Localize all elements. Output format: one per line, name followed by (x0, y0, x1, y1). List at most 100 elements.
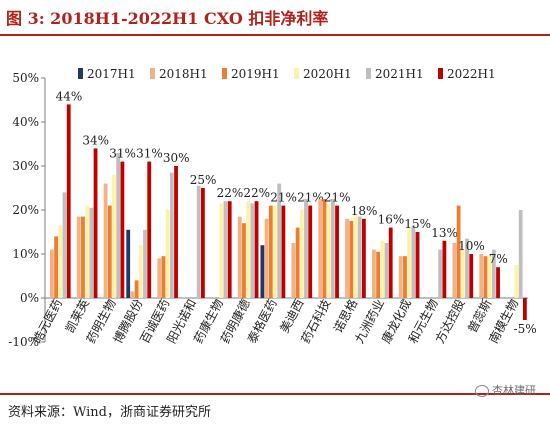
bar (143, 229, 147, 298)
bar (174, 166, 178, 298)
bar (384, 243, 389, 298)
bar (403, 256, 407, 298)
bar (130, 291, 135, 298)
bar (223, 201, 228, 298)
bar (487, 256, 492, 298)
bar (58, 225, 63, 298)
data-label: 21% (324, 191, 351, 205)
bar (264, 218, 269, 298)
bar (227, 201, 232, 298)
watermark: 杏林建研 (475, 382, 536, 398)
bar-chart: -10% 0% 10% 20% 30% 40% 50% 2017H1 2018H1 2019H1 2… (8, 67, 537, 349)
data-label: 10% (458, 239, 485, 253)
bar (304, 199, 308, 298)
bar (138, 245, 143, 298)
bar (388, 227, 393, 298)
bar (308, 205, 313, 298)
legend-label: 2018H1 (159, 67, 208, 81)
legend-swatch (150, 68, 155, 79)
data-label: 18% (351, 204, 378, 218)
data-label: 25% (190, 173, 217, 187)
bar (254, 201, 259, 298)
bar (415, 232, 420, 298)
bar (196, 185, 201, 298)
bar (103, 183, 108, 298)
bar (335, 205, 339, 298)
bar (273, 205, 277, 298)
bar (237, 216, 242, 298)
wechat-icon (475, 385, 489, 397)
data-label: 21% (270, 191, 297, 205)
bar (398, 256, 403, 298)
bar (85, 205, 90, 298)
bar (438, 249, 443, 298)
legend-label: 2021H1 (375, 67, 424, 81)
y-tick-label: 40% (12, 115, 39, 129)
data-label: 22% (217, 186, 244, 200)
bar (116, 152, 121, 298)
data-label: 44% (56, 89, 83, 103)
bar (62, 192, 67, 298)
bar (345, 218, 349, 298)
bar (460, 249, 465, 298)
bar (357, 216, 362, 298)
data-label: 7% (489, 252, 508, 266)
bar (299, 210, 304, 298)
source-note: 资料来源：Wind，浙商证券研究所 (8, 405, 211, 420)
legend-label: 2019H1 (231, 67, 280, 81)
data-label: 15% (404, 217, 431, 231)
bar (353, 214, 358, 298)
bar (54, 236, 59, 298)
bar (496, 267, 500, 298)
y-tick-label: 50% (12, 71, 39, 85)
bar (260, 245, 265, 298)
data-label: 30% (163, 151, 190, 165)
data-label: 22% (243, 186, 270, 200)
bar (281, 205, 286, 298)
bar (380, 240, 385, 298)
bar (522, 298, 527, 320)
legend-label: 2017H1 (87, 67, 136, 81)
data-label: 34% (82, 133, 109, 147)
bar (465, 238, 469, 298)
data-label: -5% (514, 322, 537, 336)
legend-label: 2022H1 (447, 67, 496, 81)
bar (452, 243, 457, 298)
bar (442, 240, 447, 298)
legend-swatch (222, 68, 227, 79)
category-label: 凯莱英 (63, 297, 92, 335)
bar (277, 183, 282, 298)
bar (93, 148, 98, 298)
category-label: 美迪西 (277, 297, 306, 335)
legend-label: 2020H1 (303, 67, 352, 81)
bar (147, 161, 152, 298)
bar (322, 199, 327, 298)
bar (361, 218, 366, 298)
bar (291, 243, 296, 298)
bar (134, 280, 139, 298)
bar (242, 223, 246, 298)
bar (268, 205, 273, 298)
bar (165, 210, 170, 298)
bar (514, 265, 519, 298)
bar (76, 216, 81, 298)
category-label: 诺思格 (330, 296, 360, 335)
bar (491, 249, 496, 298)
bar (407, 227, 412, 298)
bar (250, 203, 255, 298)
data-label: 13% (431, 226, 458, 240)
data-label: 31% (136, 147, 163, 161)
bar (372, 249, 376, 298)
bar (66, 104, 71, 299)
bar (326, 203, 331, 298)
bar (157, 258, 162, 298)
bar (219, 203, 224, 298)
bar (330, 199, 335, 298)
legend-swatch (438, 68, 443, 79)
bar (469, 254, 474, 298)
y-tick-label: 20% (12, 203, 39, 217)
bar (518, 210, 523, 298)
data-label: 31% (109, 147, 136, 161)
bar (112, 174, 116, 298)
bar (483, 256, 488, 298)
